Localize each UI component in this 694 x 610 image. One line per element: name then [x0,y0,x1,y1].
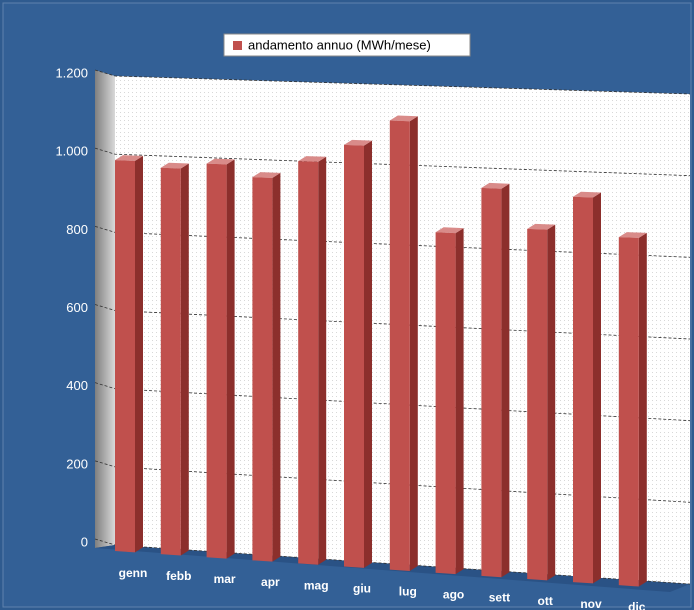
bar-side [409,116,418,571]
bar-top [618,232,647,238]
bar [115,160,135,553]
bar-side [547,224,556,581]
bar [481,187,502,578]
y-tick-label: 1.200 [55,65,88,80]
bar-top [252,172,281,178]
grid-line [94,69,691,95]
bar-top [527,223,556,230]
bar-side [501,183,510,578]
x-tick-label: mar [214,572,236,586]
y-tick-label: 0 [81,534,88,549]
x-tick-label: giu [353,581,371,595]
x-tick-label: ott [538,594,553,608]
bar [618,237,639,587]
x-tick-label: mag [304,578,329,592]
bar-side [593,192,601,584]
bar [435,232,456,575]
grid-line [94,147,691,177]
side-wall [95,70,115,548]
bar-top [206,158,235,165]
bar [206,163,227,559]
bar-side [318,156,327,565]
y-tick-label: 200 [66,456,88,471]
bar-top [481,182,510,189]
bar-side [226,159,235,559]
bar-side [455,228,464,575]
legend: andamento annuo (MWh/mese) [223,33,471,57]
bar [573,196,593,584]
legend-label: andamento annuo (MWh/mese) [248,37,431,52]
x-tick-label: nov [580,597,602,610]
x-tick-label: apr [261,575,280,589]
bar-top [435,227,464,234]
x-tick-label: sett [489,591,510,605]
legend-box [223,33,471,57]
bar-top [115,155,143,161]
bar-top [298,156,327,162]
bar [298,161,319,565]
bar-side [135,155,143,553]
bar [527,228,548,581]
y-tick-label: 600 [66,300,88,315]
bar-top [160,162,189,169]
bar-side [272,172,281,562]
bar-side [638,232,647,587]
bar-side [180,163,189,556]
x-tick-label: genn [119,566,148,580]
legend-swatch [233,41,242,50]
x-tick-label: lug [399,584,417,598]
bar-top [344,139,372,146]
x-tick-label: ago [443,588,464,602]
x-tick-label: dic [628,600,646,610]
y-tick-label: 400 [66,378,88,393]
bar [389,120,410,571]
y-tick-label: 1.000 [55,144,88,159]
bar [252,177,273,562]
bar-top [573,191,601,198]
bar-top [389,115,418,122]
x-tick-label: febb [166,569,191,583]
bar-side [364,140,372,568]
bar [160,167,181,556]
y-tick-label: 800 [66,222,88,237]
bar [344,144,364,568]
